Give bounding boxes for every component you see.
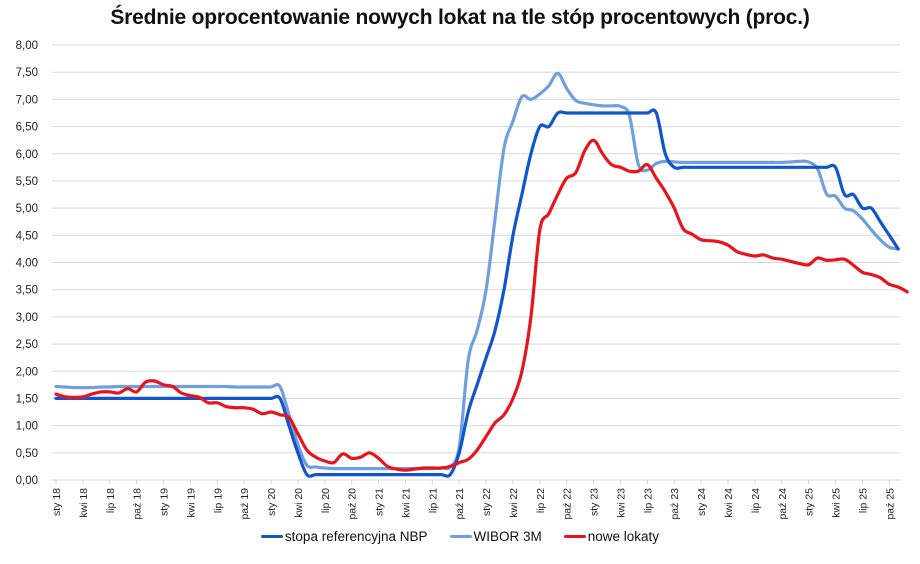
x-tick-label: kwi 22 [508,488,520,518]
x-tick-label: paź 25 [884,488,896,520]
x-tick-label: lip 25 [857,488,869,513]
series-lines [54,71,909,478]
x-tick-label: lip 21 [427,488,439,513]
y-tick-label: 1,50 [16,393,38,405]
y-tick-label: 7,50 [16,67,38,79]
x-tick-label: sty 21 [374,488,386,516]
x-tick-label: paź 19 [239,488,251,520]
legend-item-wibor: WIBOR 3M [449,529,542,544]
y-tick-label: 2,00 [16,366,38,378]
chart-title: Średnie oprocentowanie nowych lokat na t… [110,6,810,29]
x-tick-label: lip 18 [105,488,117,513]
legend-label-deposits: nowe lokaty [587,529,660,544]
y-tick-label: 4,50 [16,230,38,242]
x-tick-label: lip 22 [535,488,547,513]
y-tick-label: 7,00 [16,94,38,106]
legend-label-wibor: WIBOR 3M [473,529,542,544]
x-axis: sty 18 kwi 18 lip 18 paź 18 sty 19 kwi 19 lip … [51,480,896,520]
y-tick-label: 8,00 [16,40,38,52]
y-tick-label: 5,50 [16,176,38,188]
legend-swatch-deposits [563,535,586,538]
x-tick-label: sty 18 [51,488,63,516]
y-tick-label: 4,00 [16,258,38,270]
x-tick-label: lip 19 [212,488,224,513]
x-tick-label: sty 24 [696,488,708,516]
y-tick-label: 3,50 [16,285,38,297]
x-tick-label: kwi 25 [831,488,843,518]
x-tick-label: sty 25 [804,488,816,516]
series-line-stopa-referencyjna-nbp [54,108,900,478]
x-tick-label: kwi 24 [723,488,735,518]
x-tick-label: kwi 23 [615,488,627,518]
x-tick-label: sty 23 [589,488,601,516]
legend-item-deposits: nowe lokaty [563,529,660,544]
y-tick-label: 5,00 [16,203,38,215]
legend: stopa referencyjna NBP WIBOR 3M nowe lok… [0,529,920,544]
x-tick-label: kwi 20 [293,488,305,518]
series-line-wibor-3m [54,71,900,471]
legend-item-nbp: stopa referencyjna NBP [260,529,428,544]
x-tick-label: sty 22 [481,488,493,516]
legend-swatch-wibor [449,535,472,538]
x-tick-label: paź 24 [777,488,789,520]
x-tick-label: lip 20 [320,488,332,513]
y-tick-label: 6,50 [16,122,38,134]
x-tick-label: paź 20 [347,488,359,520]
x-tick-label: kwi 21 [400,488,412,518]
y-tick-label: 2,50 [16,339,38,351]
x-tick-label: paź 21 [454,488,466,520]
x-tick-label: lip 23 [642,488,654,513]
legend-label-nbp: stopa referencyjna NBP [284,529,428,544]
y-tick-label: 6,00 [16,149,38,161]
gridlines [52,44,900,481]
x-tick-label: kwi 19 [185,488,197,518]
y-tick-label: 3,00 [16,312,38,324]
x-tick-label: lip 24 [750,488,762,513]
y-axis: 0,00 0,50 1,00 1,50 2,00 2,50 3,00 3,50 4,00 4,50… [16,40,38,487]
x-tick-label: kwi 18 [78,488,90,518]
x-tick-label: paź 23 [669,488,681,520]
x-tick-label: paź 22 [562,488,574,520]
legend-swatch-nbp [260,535,283,538]
series-line-nowe-lokaty [54,138,909,472]
y-tick-label: 0,00 [16,475,38,487]
y-tick-label: 1,00 [16,421,38,433]
x-tick-label: paź 18 [132,488,144,520]
y-tick-label: 0,50 [16,448,38,460]
x-tick-label: sty 20 [266,488,278,516]
x-tick-label: sty 19 [159,488,171,516]
